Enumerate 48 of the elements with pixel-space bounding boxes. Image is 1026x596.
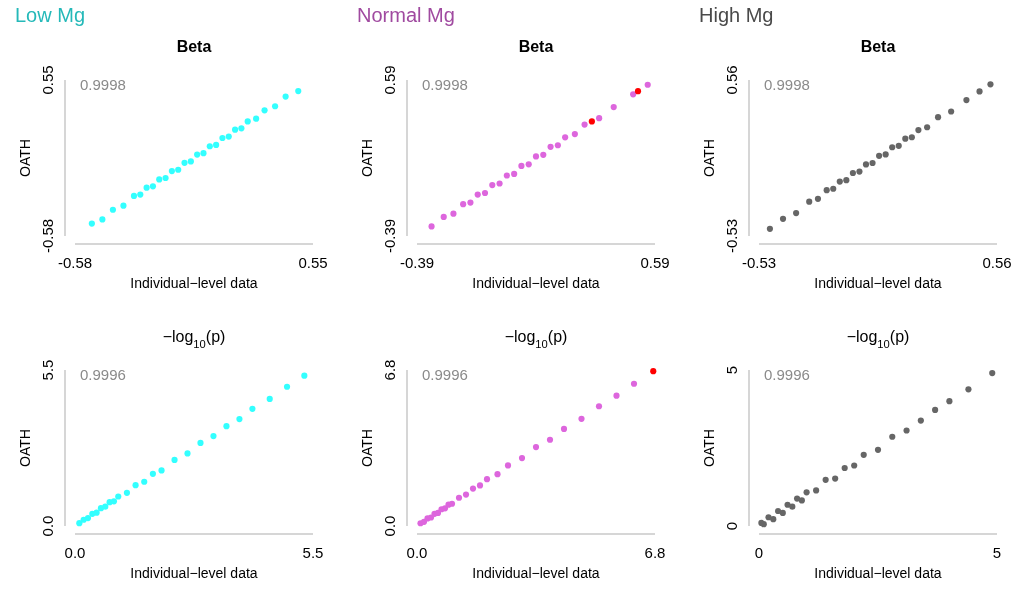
x-tick-label: 6.8 <box>644 544 666 561</box>
x-tick-label: 0.0 <box>64 544 86 561</box>
chart-title: Beta <box>860 38 896 55</box>
y-tick-label: 0 <box>723 521 740 531</box>
y-axis-title: OATH <box>701 429 717 467</box>
y-axis-title: OATH <box>359 139 375 177</box>
annotation: 0.9998 <box>422 76 468 93</box>
x-axis-title: Individual−level data <box>814 275 942 291</box>
y-tick-label: 0.59 <box>381 65 398 95</box>
x-tick-label: 0.59 <box>640 254 670 271</box>
x-tick-label: 0.56 <box>982 254 1012 271</box>
y-axis-title: OATH <box>17 139 33 177</box>
y-tick-label: 0.56 <box>723 65 740 95</box>
annotation: 0.9998 <box>80 76 126 93</box>
chart-title: −log$_{10}$(p) <box>846 328 910 350</box>
chart-subtitle: Normal Mg <box>357 4 455 26</box>
chart-title: −log$_{10}$(p) <box>504 328 568 350</box>
y-tick-label: 6.8 <box>381 359 398 381</box>
y-tick-label: 5 <box>723 365 740 375</box>
x-tick-label: 0 <box>754 544 764 561</box>
x-axis-title: Individual−level data <box>814 565 942 581</box>
chart-title: Beta <box>176 38 212 55</box>
annotation: 0.9996 <box>764 366 810 383</box>
y-tick-label: 0.0 <box>381 515 398 537</box>
annotation: 0.9996 <box>422 366 468 383</box>
y-tick-label: 0.55 <box>39 65 56 95</box>
chart-subtitle: High Mg <box>699 4 774 26</box>
chart-subtitle: Low Mg <box>15 4 86 26</box>
x-tick-label: -0.39 <box>399 254 435 271</box>
y-tick-label: 5.5 <box>39 359 56 381</box>
x-axis-title: Individual−level data <box>472 275 600 291</box>
y-tick-label: 0.0 <box>39 515 56 537</box>
y-axis-title: OATH <box>359 429 375 467</box>
annotation: 0.9998 <box>764 76 810 93</box>
x-axis-title: Individual−level data <box>472 565 600 581</box>
annotation: 0.9996 <box>80 366 126 383</box>
y-axis-title: OATH <box>701 139 717 177</box>
x-tick-label: 0.55 <box>298 254 328 271</box>
x-tick-label: 5.5 <box>302 544 324 561</box>
chart-title: Beta <box>518 38 554 55</box>
chart-title: −log$_{10}$(p) <box>162 328 226 350</box>
x-tick-label: -0.58 <box>57 254 93 271</box>
y-axis-title: OATH <box>17 429 33 467</box>
x-axis-title: Individual−level data <box>130 565 258 581</box>
x-tick-label: 5 <box>992 544 1002 561</box>
x-axis-title: Individual−level data <box>130 275 258 291</box>
x-tick-label: -0.53 <box>741 254 777 271</box>
x-tick-label: 0.0 <box>406 544 428 561</box>
